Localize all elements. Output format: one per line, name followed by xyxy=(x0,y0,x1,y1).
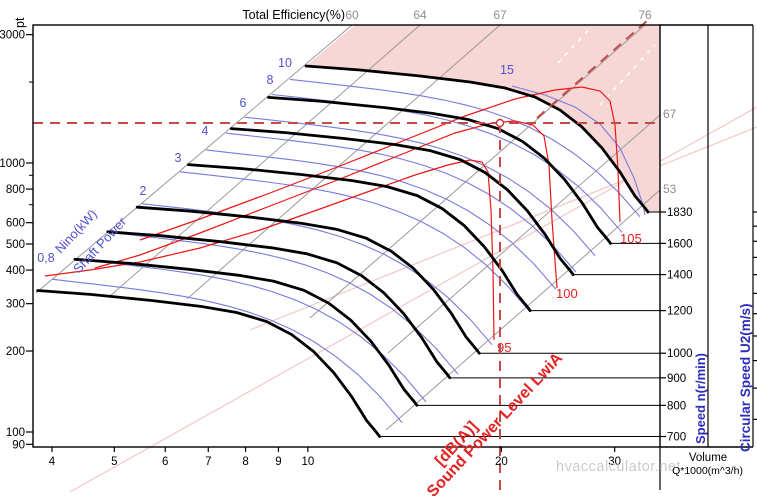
fan-curve-800rpm xyxy=(73,257,419,407)
power-curve-label-4: 4 xyxy=(202,124,209,138)
x-tick-label-4: 4 xyxy=(49,456,56,468)
fan-curve-1830rpm xyxy=(304,64,650,214)
speed-tick-label-1400: 1400 xyxy=(667,270,693,282)
efficiency-line-60-0 xyxy=(35,24,353,294)
speed-tick-label-1000: 1000 xyxy=(667,348,693,360)
efficiency-line-76-3 xyxy=(309,24,646,319)
efficiency-top-label-67: 67 xyxy=(493,8,507,22)
power-curve-0,8kw xyxy=(51,278,403,423)
y-tick-label-400: 400 xyxy=(6,265,25,277)
speed-axis-title: Speed n(r/min) xyxy=(693,353,708,444)
y-tick-label-1000: 1000 xyxy=(0,158,25,170)
efficiency-line-67-4 xyxy=(387,114,661,354)
speed-tick-label-700: 700 xyxy=(667,432,686,444)
x-tick-label-7: 7 xyxy=(205,456,211,468)
power-curve-6kw xyxy=(244,116,596,257)
efficiency-right-label-67: 67 xyxy=(663,107,677,121)
power-curve-2kw xyxy=(141,203,493,346)
x-tick-label-9: 9 xyxy=(275,456,281,468)
x-axis-title-line1: Volume xyxy=(688,452,728,464)
x-tick-label-6: 6 xyxy=(162,456,168,468)
y-tick-label-3000: 3000 xyxy=(0,30,25,42)
sound-curve-label-105: 105 xyxy=(620,231,642,246)
power-curve-3kw xyxy=(179,171,531,313)
power-curve-label-8: 8 xyxy=(267,73,274,87)
op-system-dash[interactable] xyxy=(536,19,649,119)
x-tick-label-30: 30 xyxy=(608,456,621,468)
x-tick-label-8: 8 xyxy=(242,456,248,468)
power-curve-4kw xyxy=(205,149,557,290)
y-tick-label-300: 300 xyxy=(6,299,25,311)
sound-curve-label-100: 100 xyxy=(556,286,578,301)
speed-tick-label-800: 800 xyxy=(667,400,686,412)
efficiency-top-label-60: 60 xyxy=(345,8,359,22)
y-tick-label-800: 800 xyxy=(6,184,25,196)
fan-curve-1400rpm xyxy=(229,127,575,276)
sound-curve-105db xyxy=(139,86,621,241)
y-axis-title: pt xyxy=(13,17,27,28)
efficiency-right-label-53: 53 xyxy=(663,182,677,196)
efficiency-line-64-1 xyxy=(109,24,421,297)
speed-tick-label-1830: 1830 xyxy=(667,207,693,219)
y-tick-label-100: 100 xyxy=(6,427,25,439)
fan-curve-1600rpm xyxy=(267,96,612,245)
stall-region-dash-1 xyxy=(599,44,656,106)
top-axis-title: Total Efficiency(%) xyxy=(242,8,345,22)
power-curve-5kw xyxy=(225,132,577,273)
efficiency-top-label-76: 76 xyxy=(638,8,652,22)
power-curve-10kw xyxy=(289,78,641,218)
power-curve-1kw xyxy=(75,258,427,403)
y-tick-label-90: 90 xyxy=(12,439,25,451)
efficiency-line-53-5 xyxy=(385,189,661,431)
fan-curve-700rpm xyxy=(36,289,381,438)
speed-tick-label-900: 900 xyxy=(667,373,686,385)
efficiency-top-label-64: 64 xyxy=(413,8,427,22)
y-tick-label-200: 200 xyxy=(6,346,25,358)
stall-region xyxy=(306,25,660,212)
power-curve-label-3: 3 xyxy=(175,151,182,165)
x-axis-title-line2: Q*1000(m^3/h) xyxy=(672,465,743,477)
sound-curve-100db xyxy=(94,120,558,289)
fan-curve-1000rpm xyxy=(135,205,481,355)
speed-tick-label-1200: 1200 xyxy=(667,306,693,318)
x-tick-label-5: 5 xyxy=(111,456,117,468)
x-tick-label-10: 10 xyxy=(301,456,314,468)
watermark-text: hvaccalculator.net xyxy=(556,459,682,475)
y-tick-label-500: 500 xyxy=(6,239,25,251)
power-curve-label-15: 15 xyxy=(500,63,514,77)
power-curve-label-0,8: 0,8 xyxy=(37,251,54,265)
operating-point-marker[interactable] xyxy=(495,118,505,128)
efficiency-line-67-2 xyxy=(186,24,501,300)
plot-border xyxy=(32,24,661,448)
stall-region-dash-0 xyxy=(557,24,594,64)
power-curve-1,5kw xyxy=(107,231,459,375)
u2-axis-title: Circular Speed U2(m/s) xyxy=(738,303,753,452)
power-curve-label-10: 10 xyxy=(278,56,292,70)
sound-curve-95db xyxy=(44,159,495,341)
fan-curve-1200rpm xyxy=(186,163,532,312)
x-tick-label-20: 20 xyxy=(495,456,508,468)
power-curve-label-2: 2 xyxy=(140,184,147,198)
power-curve-15kw xyxy=(511,85,646,216)
speed-tick-label-1600: 1600 xyxy=(667,238,693,250)
y-tick-label-600: 600 xyxy=(6,218,25,230)
fan-curve-900rpm xyxy=(106,230,452,380)
power-curve-label-6: 6 xyxy=(240,96,247,110)
